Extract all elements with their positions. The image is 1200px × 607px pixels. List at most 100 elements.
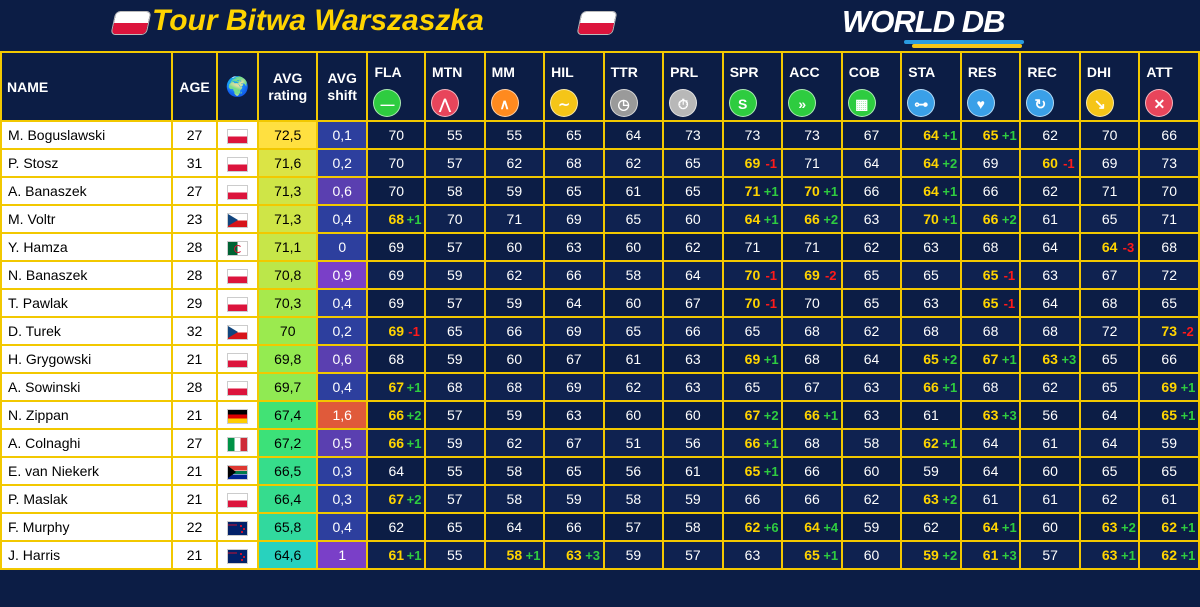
stat-value: 65 (1101, 379, 1118, 395)
stat-value: 70 (744, 295, 761, 311)
stat-prl-cell: 65 (662, 176, 724, 206)
stat-att-cell: 66 (1138, 120, 1200, 150)
column-header-sta[interactable]: STA ⊶ (900, 51, 962, 122)
column-header-cob[interactable]: COB ▦ (840, 51, 903, 122)
rider-name[interactable]: A. Banaszek (0, 176, 174, 206)
stat-cob-cell: 67 (840, 120, 903, 150)
rider-name[interactable]: H. Grygowski (0, 344, 174, 374)
table-row[interactable]: M. Boguslawski 27 72,5 0,1 70 55 55 65 64 73 73 73 6… (0, 120, 1200, 150)
table-row[interactable]: N. Zippan 21 67,4 1,6 66 +2 57 59 63 60 60 67 +2 66 +1… (0, 400, 1200, 430)
rider-name[interactable]: N. Zippan (0, 400, 174, 430)
stat-acc-cell: 68 (781, 344, 843, 374)
rider-name[interactable]: E. van Niekerk (0, 456, 174, 486)
acceleration-icon: » (788, 89, 817, 117)
rider-name[interactable]: P. Maslak (0, 484, 174, 514)
rider-name[interactable]: A. Sowinski (0, 372, 174, 402)
table-row[interactable]: A. Banaszek 27 71,3 0,6 70 58 59 65 61 65 71 +1 70 +1… (0, 176, 1200, 206)
stat-spr-cell: 62 +6 (721, 512, 784, 542)
column-header-fla[interactable]: FLA — (366, 51, 427, 122)
column-header-mtn[interactable]: MTN ⋀ (424, 51, 486, 122)
stat-value: 67 (566, 435, 582, 451)
stat-value: 65 (744, 323, 761, 339)
table-row[interactable]: Y. Hamza 28 71,1 0 69 57 60 63 60 62 71 71 62 63 68 64 6… (0, 232, 1200, 262)
stat-att-cell: 70 (1138, 176, 1200, 206)
stat-value: 67 (804, 379, 820, 395)
column-header-avg-rating[interactable]: AVG rating (257, 51, 318, 122)
stat-value: 57 (1042, 547, 1058, 563)
stat-value: 66 (1161, 127, 1177, 143)
column-header-label: TTR (610, 64, 638, 80)
stat-value: 66 (982, 211, 999, 227)
table-row[interactable]: P. Stosz 31 71,6 0,2 70 57 62 68 62 65 69 -1 71 64 64 +… (0, 148, 1200, 178)
stat-value: 65 (863, 295, 880, 311)
table-row[interactable]: E. van Niekerk 21 66,5 0,3 64 55 58 65 56 61 65 +1 6… (0, 456, 1200, 486)
stat-value: 65 (566, 183, 582, 199)
column-header-ttr[interactable]: TTR ◷ (602, 51, 665, 122)
column-header-dhi[interactable]: DHI ↘ (1078, 51, 1141, 122)
table-row[interactable]: A. Sowinski 28 69,7 0,4 67 +1 68 68 69 62 63 65 67 63… (0, 372, 1200, 402)
stat-dhi-cell: 64 (1078, 400, 1141, 430)
stat-delta: -2 (824, 267, 837, 283)
stat-value: 65 (1101, 211, 1118, 227)
rider-name[interactable]: F. Murphy (0, 512, 174, 542)
stat-value: 60 (625, 407, 642, 423)
stat-delta: +1 (1001, 127, 1017, 143)
stat-value: 60 (625, 295, 642, 311)
column-header-res[interactable]: RES ♥ (959, 51, 1022, 122)
table-row[interactable]: F. Murphy 22 65,8 0,4 62 65 64 66 57 58 62 +6 64 +4 59… (0, 512, 1200, 542)
stat-delta: +3 (1001, 547, 1017, 563)
avg-shift-value: 1 (315, 540, 369, 570)
stat-mtn-cell: 57 (424, 400, 486, 430)
rider-name[interactable]: A. Colnaghi (0, 428, 174, 458)
stat-value: 64 (625, 127, 642, 143)
table-row[interactable]: D. Turek 32 70 0,2 69 -1 65 66 69 65 66 65 68 62 68 68 6… (0, 316, 1200, 346)
stat-mtn-cell: 55 (424, 540, 486, 570)
stat-delta: -1 (408, 323, 420, 339)
stat-acc-cell: 70 (781, 288, 843, 318)
rider-name[interactable]: Y. Hamza (0, 232, 174, 262)
rider-name[interactable]: J. Harris (0, 540, 174, 570)
column-header-prl[interactable]: PRL ⏱ (662, 51, 724, 122)
table-row[interactable]: M. Voltr 23 71,3 0,4 68 +1 70 71 69 65 60 64 +1 66 +2 6… (0, 204, 1200, 234)
column-header-mm[interactable]: MM ∧ (483, 51, 546, 122)
avg-rating-value: 70,8 (257, 260, 318, 290)
column-header-acc[interactable]: ACC » (781, 51, 843, 122)
column-header-age[interactable]: AGE (171, 51, 218, 122)
stat-value: 64 (1101, 407, 1118, 423)
column-header-hil[interactable]: HIL ∼ (543, 51, 605, 122)
column-header-spr[interactable]: SPR S (721, 51, 784, 122)
table-row[interactable]: P. Maslak 21 66,4 0,3 67 +2 57 58 59 58 59 66 66 62 63… (0, 484, 1200, 514)
stat-value: 69 (566, 379, 582, 395)
rider-name[interactable]: M. Boguslawski (0, 120, 174, 150)
table-row[interactable]: T. Pawlak 29 70,3 0,4 69 57 59 64 60 67 70 -1 70 65 63… (0, 288, 1200, 318)
rider-nation (215, 484, 260, 514)
rider-name[interactable]: M. Voltr (0, 204, 174, 234)
column-header-att[interactable]: ATT ✕ (1138, 51, 1200, 122)
table-row[interactable]: J. Harris 21 64,6 1 61 +1 55 58 +1 63 +3 59 57 63 65 +1… (0, 540, 1200, 570)
stat-delta: +1 (406, 547, 422, 563)
column-header-label: ACC (789, 64, 820, 80)
column-header-name[interactable]: NAME (0, 51, 174, 122)
table-row[interactable]: H. Grygowski 21 69,8 0,6 68 59 60 67 61 63 69 +1 68 6… (0, 344, 1200, 374)
stat-delta: -1 (765, 267, 777, 283)
stat-value: 64 (1042, 295, 1058, 311)
table-row[interactable]: N. Banaszek 28 70,8 0,9 69 59 62 66 58 64 70 -1 69 -2… (0, 260, 1200, 290)
rider-name[interactable]: D. Turek (0, 316, 174, 346)
column-header-rec[interactable]: REC ↻ (1019, 51, 1081, 122)
rider-name[interactable]: N. Banaszek (0, 260, 174, 290)
stat-value: 66 (804, 491, 820, 507)
stat-cob-cell: 58 (840, 428, 903, 458)
rider-name[interactable]: T. Pawlak (0, 288, 174, 318)
column-header-avg-shift[interactable]: AVG shift (315, 51, 369, 122)
stat-value: 57 (447, 407, 463, 423)
stat-cob-cell: 63 (840, 400, 903, 430)
table-row[interactable]: A. Colnaghi 27 67,2 0,5 66 +1 59 62 67 51 56 66 +1 68… (0, 428, 1200, 458)
stat-fla-cell: 67 +1 (366, 372, 427, 402)
stat-acc-cell: 64 +4 (781, 512, 843, 542)
stat-prl-cell: 61 (662, 456, 724, 486)
column-header-nation[interactable]: 🌍 (215, 51, 260, 122)
rider-name[interactable]: P. Stosz (0, 148, 174, 178)
stat-value: 61 (685, 463, 701, 479)
poland-flag-icon (228, 353, 248, 367)
stat-delta: +2 (942, 491, 958, 507)
